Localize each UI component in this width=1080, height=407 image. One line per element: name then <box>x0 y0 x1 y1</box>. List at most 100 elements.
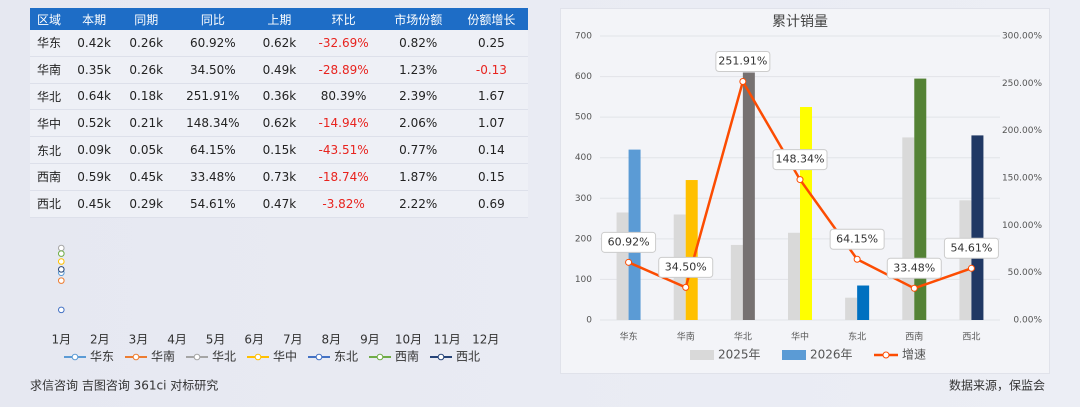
bar <box>685 180 698 320</box>
table-cell: 1.67 <box>454 83 528 111</box>
x-tick-label: 5月 <box>206 333 226 347</box>
header-row: 区域 本期 同期 同比 上期 环比 市场份额 份额增长 <box>30 8 528 30</box>
legend-label: 东北 <box>334 350 358 364</box>
table-cell: 2.06% <box>381 109 455 138</box>
table-cell: 0.64k <box>68 83 121 111</box>
table-row: 华东 0.42k 0.26k 60.92% 0.62k -32.69% 0.82% 0.25 <box>30 30 528 57</box>
y-tick-label: 600 <box>575 72 592 82</box>
x-tick-label: 西北 <box>962 332 980 343</box>
footer-right: 数据来源，保监会 <box>949 378 1045 393</box>
y-tick-label: 100 <box>575 275 592 285</box>
point <box>57 250 65 257</box>
bar <box>742 72 755 320</box>
legend-marker <box>254 353 262 361</box>
point <box>57 258 65 265</box>
table-cell: 1.23% <box>381 56 455 84</box>
bar <box>788 232 800 320</box>
bar <box>902 137 915 320</box>
table-cell: 0.18k <box>120 83 173 111</box>
table-cell: 0.82% <box>381 30 455 57</box>
legend-label: 华东 <box>90 350 114 364</box>
data-label-box <box>829 228 885 250</box>
x-tick-label: 华中 <box>791 331 809 343</box>
legend-marker <box>437 353 445 361</box>
data-label-box <box>772 149 828 171</box>
legend-marker <box>132 353 140 361</box>
data-label: 64.15% <box>836 232 878 245</box>
table-row: 华南 0.35k 0.26k 34.50% 0.49k -28.89% 1.23% -0.13 <box>30 56 528 84</box>
table-cell: 60.92% <box>172 30 254 57</box>
table-cell: 2.39% <box>381 83 455 111</box>
growth-point <box>967 264 975 272</box>
table-cell: 0.05k <box>120 136 173 164</box>
header-cell: 市场份额 <box>381 8 455 30</box>
table-cell: 0.69 <box>454 190 528 218</box>
y-tick-label: 400 <box>575 153 592 163</box>
legend-label: 华南 <box>151 349 175 364</box>
table-cell: 华北 <box>30 83 69 111</box>
data-label: 33.48% <box>893 261 935 274</box>
bar <box>959 200 972 320</box>
x-tick-label: 12月 <box>472 333 499 347</box>
table-cell: -18.74% <box>305 163 382 191</box>
table-cell: 0.45k <box>120 163 173 191</box>
table-cell: 2.22% <box>381 190 455 218</box>
growth-point <box>910 284 918 292</box>
data-label-box <box>715 51 771 73</box>
x-tick-label: 西南 <box>905 331 923 343</box>
table-cell: 0.73k <box>253 163 306 191</box>
growth-point <box>625 258 633 266</box>
table-cell: 0.45k <box>68 190 121 218</box>
table-cell: 148.34% <box>172 109 254 138</box>
header-cell: 环比 <box>305 8 382 30</box>
table-cell: 0.36k <box>253 83 306 111</box>
table-cell: 东北 <box>30 136 69 164</box>
y2-tick-label: 250.00% <box>1002 79 1042 89</box>
data-label-box <box>943 237 999 259</box>
table-row: 东北 0.09k 0.05k 64.15% 0.15k -43.51% 0.77% 0.14 <box>30 136 528 164</box>
x-tick-label: 6月 <box>244 333 264 347</box>
table-cell: -28.89% <box>305 56 382 84</box>
table-cell: 0.42k <box>68 30 121 57</box>
header-cell: 同期 <box>120 8 173 30</box>
table-cell: 64.15% <box>172 136 254 164</box>
bar <box>616 212 629 320</box>
y2-tick-label: 0.00% <box>1013 316 1042 326</box>
growth-point <box>796 176 804 184</box>
legend-label: 西北 <box>456 350 480 364</box>
data-label: 34.50% <box>665 260 707 273</box>
table-cell: 54.61% <box>172 190 254 218</box>
table-cell: 33.48% <box>172 163 254 191</box>
growth-point <box>739 78 747 86</box>
x-tick-label: 华南 <box>677 331 695 343</box>
legend-marker <box>193 353 201 361</box>
header-cell: 本期 <box>68 8 121 30</box>
data-label: 60.92% <box>608 235 650 248</box>
table-cell: 华中 <box>30 109 69 138</box>
table-cell: 0.21k <box>120 109 173 138</box>
table-cell: -43.51% <box>305 136 382 164</box>
table-row: 西南 0.59k 0.45k 33.48% 0.73k -18.74% 1.87% 0.15 <box>30 163 528 191</box>
table-cell: 0.52k <box>68 109 121 138</box>
table-cell: 0.77% <box>381 136 455 164</box>
table-cell: -14.94% <box>305 109 382 138</box>
bar <box>800 107 812 320</box>
table-cell: 251.91% <box>172 83 254 111</box>
table-cell: 0.26k <box>120 56 173 84</box>
header-cell: 同比 <box>172 8 254 30</box>
table-row: 西北 0.45k 0.29k 54.61% 0.47k -3.82% 2.22% 0.69 <box>30 190 528 218</box>
legend-label: 2026年 <box>810 348 853 362</box>
data-label-box <box>658 256 714 278</box>
y2-tick-label: 100.00% <box>1002 221 1042 231</box>
x-tick-label: 东北 <box>848 331 866 343</box>
table-cell: 西南 <box>30 163 69 191</box>
x-tick-label: 华东 <box>620 331 638 343</box>
table-row: 华中 0.52k 0.21k 148.34% 0.62k -14.94% 2.06% 1.07 <box>30 109 528 138</box>
growth-point <box>853 255 861 263</box>
header-cell: 上期 <box>253 8 306 30</box>
y-tick-label: 200 <box>575 234 592 244</box>
x-tick-label: 华北 <box>734 331 752 343</box>
x-tick-label: 4月 <box>167 333 187 347</box>
y2-tick-label: 300.00% <box>1002 32 1042 42</box>
y-tick-label: 700 <box>575 32 592 42</box>
